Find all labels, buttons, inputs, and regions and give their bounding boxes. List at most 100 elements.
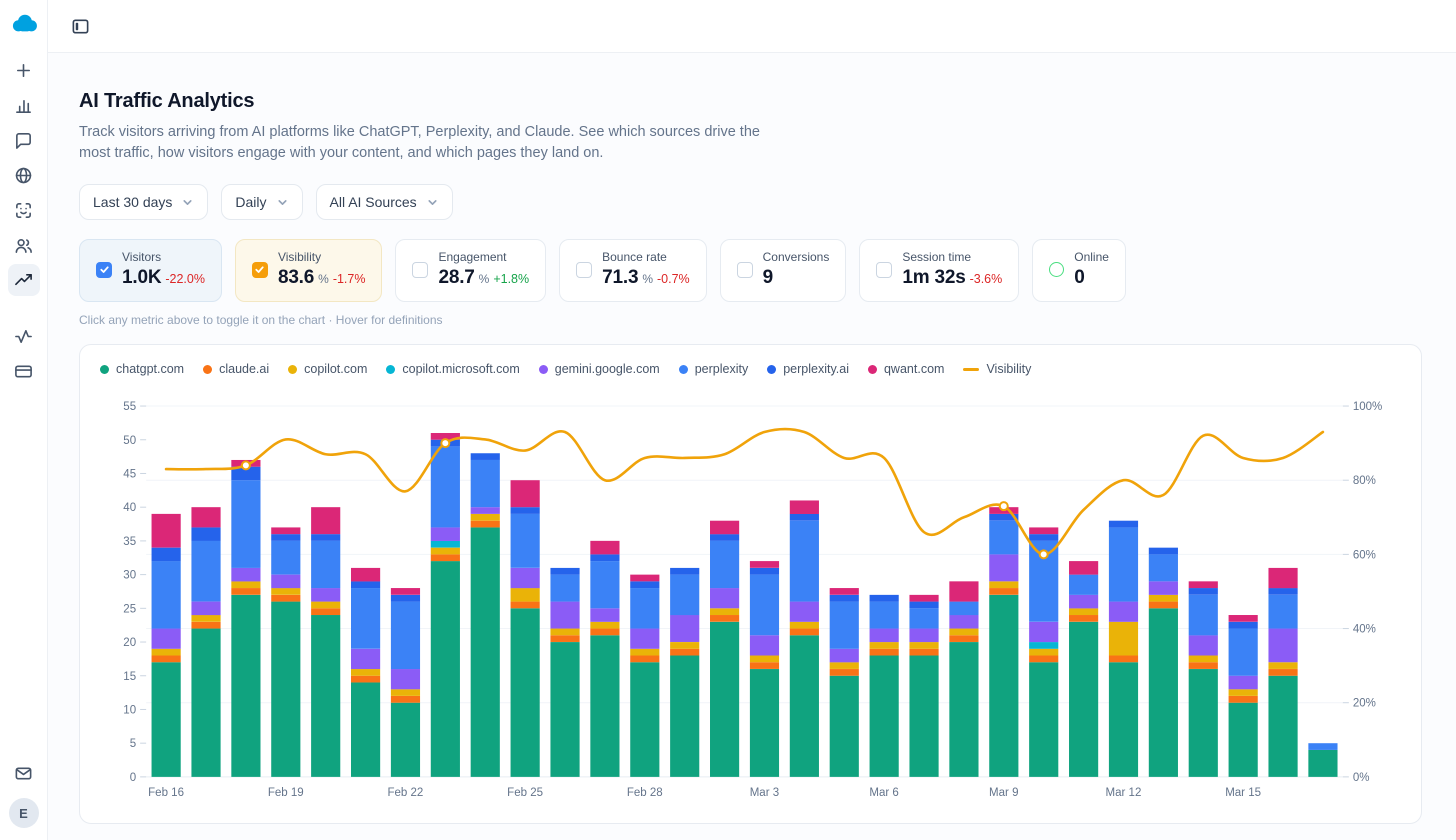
metrics-row: Visitors 1.0K -22.0% Visibility 83.6% -1.7… (79, 239, 1422, 303)
legend-item-perplexity[interactable]: perplexity (678, 362, 748, 376)
metric-card-online[interactable]: Online 0 (1032, 239, 1126, 303)
metric-checkbox-visitors[interactable] (96, 261, 112, 278)
svg-text:0%: 0% (1353, 772, 1370, 784)
topbar (48, 0, 1456, 53)
metric-card-visitors[interactable]: Visitors 1.0K -22.0% (79, 239, 222, 303)
cloud-logo[interactable] (7, 9, 41, 39)
chevron-down-icon (277, 199, 287, 205)
sidebar-item-new[interactable] (8, 54, 40, 86)
legend-dot-icon (767, 364, 777, 374)
legend-label: Visibility (986, 362, 1032, 377)
svg-text:10: 10 (123, 705, 136, 717)
svg-text:45: 45 (123, 469, 136, 481)
svg-text:Feb 22: Feb 22 (387, 787, 423, 799)
legend-item-chatgpt-com[interactable]: chatgpt.com (100, 362, 184, 376)
filter-value: All AI Sources (329, 194, 417, 211)
metric-checkbox-bounce-rate[interactable] (576, 261, 593, 278)
metric-card-conversions[interactable]: Conversions 9 (719, 239, 847, 303)
svg-text:5: 5 (130, 738, 136, 750)
sidebar-item-scan[interactable] (8, 194, 40, 226)
sidebar-item-activity[interactable] (8, 320, 40, 352)
sidebar: E (0, 0, 48, 840)
page-content: AI Traffic Analytics Track visitors arri… (48, 53, 1456, 825)
legend-dot-icon (288, 364, 298, 374)
metric-label: Bounce rate (602, 250, 667, 265)
svg-text:50: 50 (123, 435, 136, 447)
metric-value: 9 (762, 267, 774, 289)
legend-label: gemini.google.com (554, 362, 660, 377)
legend-item-copilot-microsoft-com[interactable]: copilot.microsoft.com (386, 362, 520, 377)
metric-checkbox-engagement[interactable] (412, 261, 429, 278)
filter-date-range[interactable]: Last 30 days (79, 184, 209, 221)
metric-label: Conversions (762, 250, 830, 265)
trending-up-icon (15, 273, 32, 285)
credit-card-icon (15, 364, 32, 378)
metric-unit: % (642, 272, 653, 287)
metric-checkbox-conversions[interactable] (736, 261, 753, 278)
sidebar-item-web[interactable] (8, 159, 40, 191)
legend-label: qwant.com (883, 362, 945, 377)
svg-text:20%: 20% (1353, 698, 1376, 710)
metric-value: 83.6 (277, 267, 315, 289)
svg-text:40%: 40% (1353, 624, 1376, 636)
legend-item-claude-ai[interactable]: claude.ai (203, 362, 269, 376)
metric-value: 1m 32s (902, 267, 966, 289)
metric-card-engagement[interactable]: Engagement 28.7% +1.8% (395, 239, 547, 303)
chat-bubble-icon (16, 132, 31, 149)
chart-area[interactable]: 0 5 10 15 20 25 30 35 40 45 50 55 0% 20% 40% 60% 80% 100%… (94, 386, 1407, 815)
legend-label: chatgpt.com (116, 362, 185, 377)
legend-item-gemini-google-com[interactable]: gemini.google.com (538, 362, 660, 377)
legend-item-copilot-com[interactable]: copilot.com (288, 362, 367, 376)
check-icon (99, 266, 109, 274)
sidebar-item-ai-traffic[interactable] (7, 264, 40, 296)
sidebar-item-users[interactable] (8, 229, 40, 261)
metric-card-visibility[interactable]: Visibility 83.6% -1.7% (234, 239, 383, 303)
bar-chart-icon (16, 99, 31, 113)
legend-line-icon (963, 367, 980, 371)
svg-text:Mar 6: Mar 6 (869, 787, 898, 799)
page-title: AI Traffic Analytics (79, 90, 255, 112)
check-icon (255, 266, 265, 274)
users-icon (15, 238, 32, 253)
svg-text:100%: 100% (1353, 401, 1382, 413)
globe-icon (15, 167, 32, 183)
metric-checkbox-visibility[interactable] (251, 261, 268, 278)
avatar[interactable]: E (8, 798, 39, 828)
legend-item-qwant-com[interactable]: qwant.com (867, 362, 945, 377)
traffic-chart[interactable]: 0 5 10 15 20 25 30 35 40 45 50 55 0% 20% 40% 60% 80% 100%… (94, 386, 1407, 815)
sidebar-item-messages[interactable] (8, 124, 40, 156)
legend-item-perplexity-ai[interactable]: perplexity.ai (767, 362, 849, 376)
legend-label: copilot.com (304, 362, 368, 377)
legend-dot-icon (538, 364, 548, 374)
online-status-icon (1049, 262, 1065, 278)
metric-value: 71.3 (602, 267, 639, 289)
legend-dot-icon (100, 364, 109, 374)
page-subtitle: Track visitors arriving from AI platform… (79, 124, 760, 161)
scan-face-icon (16, 202, 31, 218)
metric-value: 28.7 (438, 267, 475, 289)
svg-text:60%: 60% (1353, 550, 1376, 562)
legend-item-visibility[interactable]: Visibility (963, 362, 1031, 376)
filter-value: Daily (235, 194, 267, 211)
metric-card-session-time[interactable]: Session time 1m 32s -3.6% (859, 239, 1020, 303)
chart-legend: chatgpt.com claude.ai copilot.com copilot.m… (94, 360, 1407, 376)
svg-text:Feb 25: Feb 25 (507, 787, 543, 799)
sidebar-item-inbox[interactable] (8, 757, 40, 789)
cloud-logo-icon (12, 14, 37, 32)
chart-card: chatgpt.com claude.ai copilot.com copilot.m… (79, 344, 1422, 825)
svg-text:0: 0 (130, 772, 136, 784)
metric-label: Online (1074, 250, 1109, 265)
sidebar-item-analytics[interactable] (8, 89, 40, 121)
metric-checkbox-session-time[interactable] (876, 261, 893, 278)
svg-text:80%: 80% (1353, 475, 1376, 487)
sidebar-toggle-button[interactable] (64, 10, 96, 42)
plus-icon (16, 63, 31, 77)
filter-sources[interactable]: All AI Sources (315, 184, 453, 221)
filter-granularity[interactable]: Daily (221, 184, 303, 221)
metric-card-bounce-rate[interactable]: Bounce rate 71.3% -0.7% (559, 239, 707, 303)
legend-label: copilot.microsoft.com (402, 362, 520, 377)
sidebar-item-billing[interactable] (8, 355, 40, 387)
svg-text:55: 55 (123, 401, 136, 413)
svg-text:Mar 15: Mar 15 (1225, 787, 1261, 799)
panel-left-icon (72, 19, 88, 33)
